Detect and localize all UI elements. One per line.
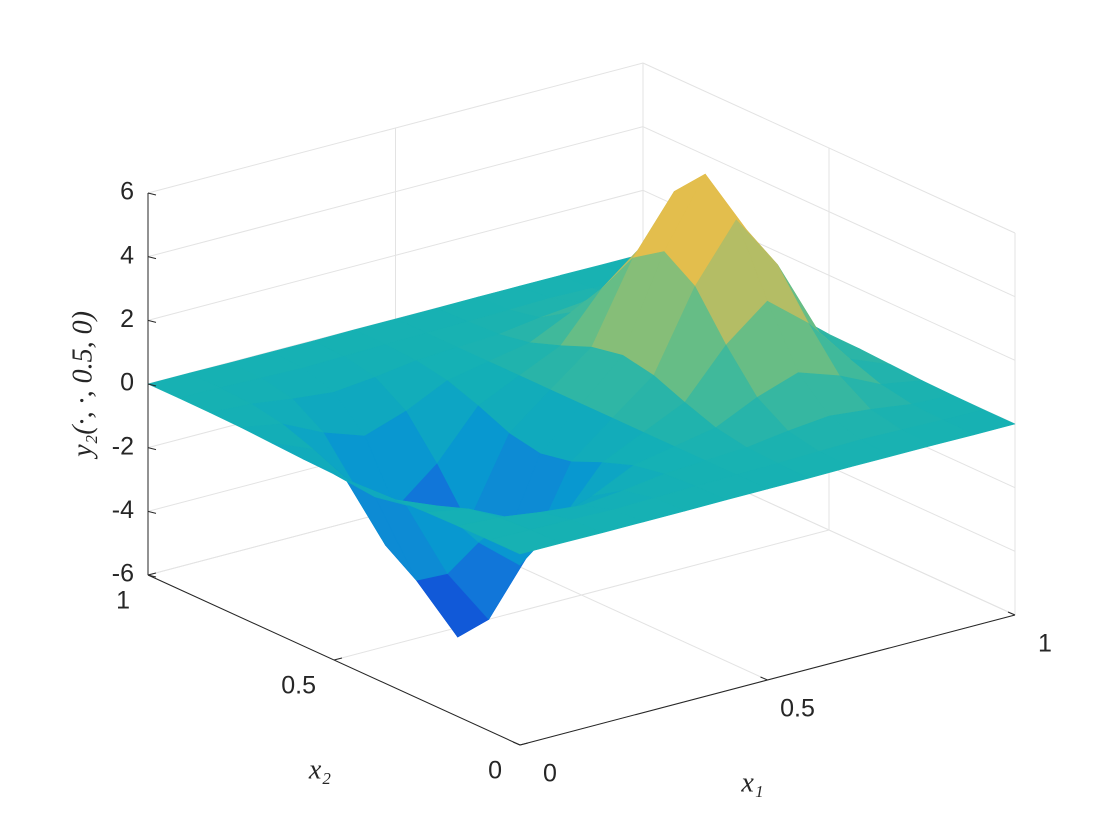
tick-mark <box>147 574 157 578</box>
tick-mark <box>147 319 157 323</box>
y-tick-label: 0.5 <box>281 672 316 700</box>
surface-patch <box>488 529 562 555</box>
y-tick-label: 1 <box>116 587 130 615</box>
x-tick-label: 1 <box>1038 630 1052 658</box>
tick-mark <box>147 256 157 260</box>
tick-mark <box>147 383 157 387</box>
surface <box>147 173 1016 638</box>
x-tick-label: 0 <box>543 760 557 788</box>
z-tick-label: 6 <box>120 178 134 206</box>
y-tick-label: 0 <box>488 757 502 785</box>
x-axis-label: x₁ <box>740 767 763 798</box>
tick-mark <box>147 510 157 514</box>
z-axis-label: y₂(·, ·, 0.5, 0) <box>67 311 98 460</box>
y-axis-label: x₂ <box>308 754 331 785</box>
z-tick-label: 0 <box>120 369 134 397</box>
z-tick-label: 4 <box>120 241 134 269</box>
tick-mark <box>333 657 343 661</box>
z-tick-label: -6 <box>112 560 134 588</box>
tick-mark <box>760 676 768 681</box>
tick-mark <box>147 192 157 196</box>
tick-mark <box>147 572 157 576</box>
tick-mark <box>519 742 529 746</box>
z-tick-label: -4 <box>112 496 134 524</box>
grid-line <box>333 529 830 661</box>
z-tick-label: -2 <box>112 432 134 460</box>
tick-mark <box>147 447 157 451</box>
tick-mark <box>512 741 521 746</box>
x-tick-label: 0.5 <box>780 695 815 723</box>
z-tick-label: 2 <box>120 305 134 333</box>
tick-mark <box>1007 611 1016 616</box>
